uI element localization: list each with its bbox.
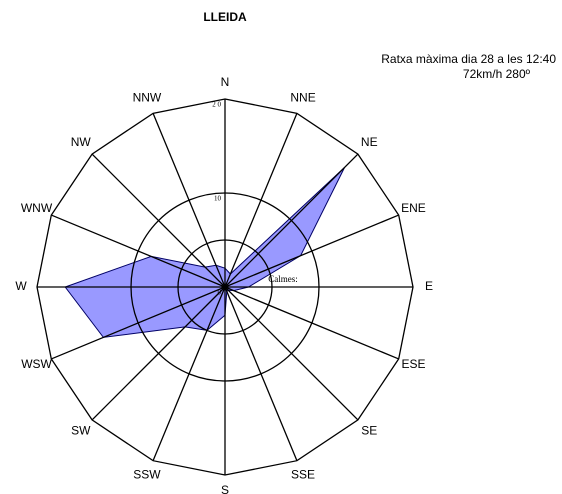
spoke <box>224 214 399 288</box>
direction-label: WSW <box>21 357 52 371</box>
annotation: 72km/h 280º <box>463 67 531 81</box>
spoke <box>152 113 226 288</box>
direction-label: E <box>425 279 433 293</box>
spoke <box>91 153 226 288</box>
direction-label: S <box>221 483 229 494</box>
direction-label: W <box>15 279 27 293</box>
direction-label: NNE <box>290 91 315 105</box>
direction-label: NE <box>361 135 378 149</box>
spoke <box>152 286 226 461</box>
r-tick-label: 10 <box>214 195 222 203</box>
direction-label: ESE <box>401 357 425 371</box>
annotation: Ratxa màxima dia 28 a les 12:40 <box>381 52 556 66</box>
spoke <box>51 214 226 288</box>
direction-label: ENE <box>401 201 426 215</box>
r-tick-label: 0 <box>218 289 222 297</box>
chart-title: LLEIDA <box>203 10 247 24</box>
wind-area <box>64 167 346 338</box>
direction-label: NNW <box>133 91 162 105</box>
direction-label: SSE <box>291 468 315 482</box>
spoke <box>51 286 226 360</box>
spoke <box>224 286 298 461</box>
spoke <box>224 286 399 360</box>
direction-label: SW <box>71 423 91 437</box>
direction-label: SE <box>361 423 377 437</box>
r-tick-label: 2 0 <box>212 101 221 109</box>
spoke <box>224 153 359 288</box>
spoke <box>224 113 298 288</box>
direction-label: NW <box>71 135 92 149</box>
direction-label: N <box>221 75 230 89</box>
direction-label: SSW <box>133 468 161 482</box>
calm-label: Calmes: <box>268 274 298 284</box>
direction-label: WNW <box>21 201 53 215</box>
spoke <box>91 286 226 421</box>
spoke <box>224 286 359 421</box>
